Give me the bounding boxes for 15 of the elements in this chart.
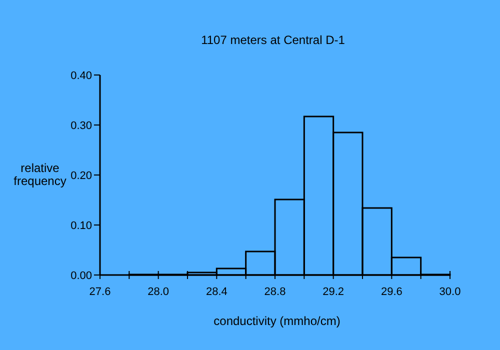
y-tick-label: 0.00	[70, 270, 92, 282]
x-tick-label: 28.8	[264, 286, 286, 298]
y-axis-title: relative frequency	[14, 161, 66, 188]
x-tick-label: 30.0	[439, 286, 461, 298]
x-axis-title: conductivity (mmho/cm)	[214, 314, 340, 328]
y-tick-label: 0.20	[70, 170, 92, 182]
x-tick-label: 28.0	[148, 286, 170, 298]
y-tick-label: 0.10	[70, 220, 92, 232]
x-tick-label: 29.6	[380, 286, 402, 298]
chart-title: 1107 meters at Central D-1	[201, 33, 346, 47]
x-tick-label: 27.6	[89, 286, 111, 298]
y-tick-label: 0.30	[70, 120, 92, 132]
x-tick-label: 28.4	[206, 286, 228, 298]
y-tick-label: 0.40	[70, 70, 92, 82]
x-tick-label: 29.2	[322, 286, 344, 298]
